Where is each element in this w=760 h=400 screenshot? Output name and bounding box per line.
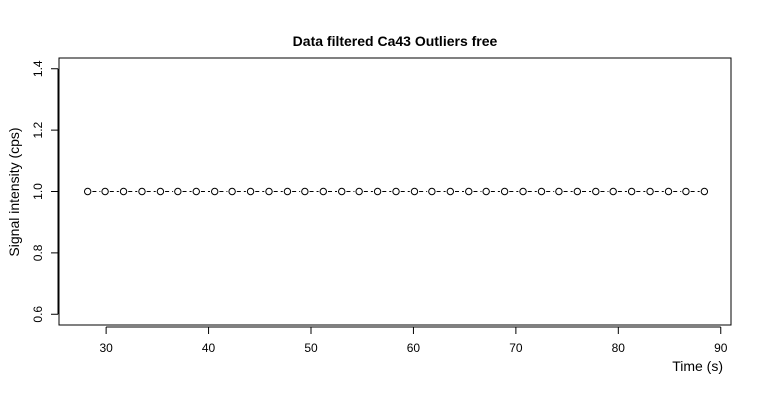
data-point xyxy=(265,187,273,196)
data-point xyxy=(211,187,219,196)
data-point xyxy=(592,187,600,196)
x-tick-label: 40 xyxy=(202,341,216,355)
data-point xyxy=(410,187,419,196)
data-point xyxy=(428,187,436,196)
y-tick-label: 1.2 xyxy=(31,121,45,138)
data-point xyxy=(646,187,654,196)
data-point xyxy=(482,187,490,196)
data-point xyxy=(246,187,255,196)
x-tick-label: 80 xyxy=(612,341,626,355)
x-tick-label: 70 xyxy=(509,341,523,355)
data-point xyxy=(609,187,617,196)
y-tick-label: 1.4 xyxy=(31,60,45,77)
data-point xyxy=(700,187,709,196)
data-point xyxy=(537,187,546,196)
data-point xyxy=(338,187,346,196)
data-point xyxy=(446,187,455,196)
data-point xyxy=(119,187,128,196)
y-tick-label: 0.8 xyxy=(31,244,45,261)
plot-area-frame xyxy=(58,57,732,326)
data-point xyxy=(664,187,673,196)
data-point xyxy=(373,187,382,196)
x-axis: 30 40 50 60 70 80 90 xyxy=(99,326,728,355)
y-axis-label: Signal intensity (cps) xyxy=(6,127,22,256)
data-point xyxy=(355,187,363,196)
y-tick-label: 1.0 xyxy=(31,183,45,200)
data-point xyxy=(174,187,182,196)
data-point xyxy=(500,187,509,196)
chart-title: Data filtered Ca43 Outliers free xyxy=(293,33,498,49)
x-tick-label: 60 xyxy=(407,341,421,355)
y-axis: 0.6 0.8 1.0 1.2 1.4 xyxy=(31,60,59,323)
data-point xyxy=(627,187,636,196)
data-point xyxy=(465,187,473,196)
data-point xyxy=(301,187,309,196)
data-point xyxy=(682,187,690,196)
data-point xyxy=(228,187,236,196)
data-point xyxy=(283,187,292,196)
data-point xyxy=(519,187,527,196)
data-point xyxy=(192,187,200,196)
data-point xyxy=(83,187,92,196)
x-tick-label: 50 xyxy=(304,341,318,355)
x-tick-label: 90 xyxy=(714,341,728,355)
data-point xyxy=(319,187,327,196)
data-point xyxy=(101,187,109,196)
x-axis-label: Time (s) xyxy=(672,358,723,374)
x-tick-label: 30 xyxy=(99,341,113,355)
data-point xyxy=(573,187,582,196)
data-point xyxy=(555,187,563,196)
data-point xyxy=(138,187,146,196)
data-point xyxy=(156,187,165,196)
series-layer xyxy=(83,187,709,196)
y-tick-label: 0.6 xyxy=(31,306,45,323)
data-point xyxy=(392,187,400,196)
